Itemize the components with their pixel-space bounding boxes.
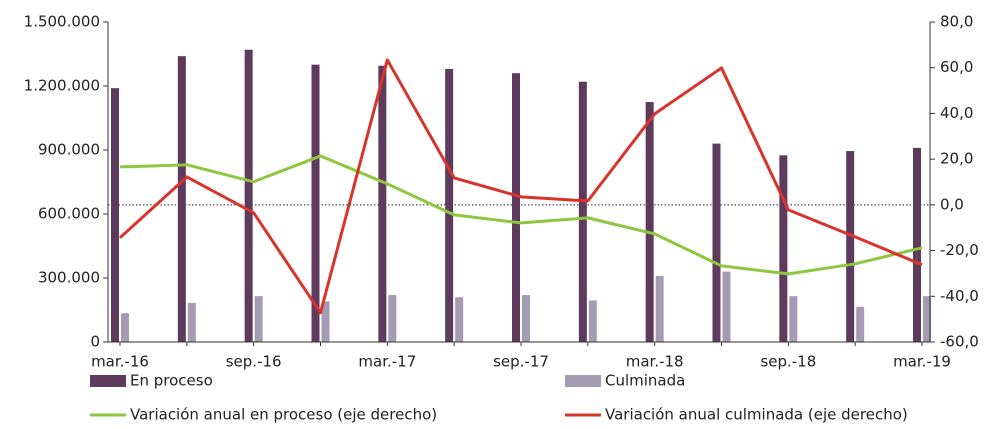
- line: [119, 154, 923, 276]
- bar: [923, 296, 931, 342]
- y2-tick-label: -60,0: [940, 333, 979, 351]
- bar: [645, 102, 654, 342]
- bar: [913, 147, 921, 342]
- y-tick-label: 0: [90, 333, 100, 351]
- legend-label: Variación anual en proceso (eje derecho): [130, 406, 437, 424]
- x-tick-label: sep.-17: [493, 353, 549, 371]
- y-tick-label: 300.000: [38, 269, 100, 287]
- bar: [655, 275, 664, 342]
- bar: [588, 300, 597, 342]
- bar: [722, 271, 731, 342]
- bar: [789, 296, 798, 342]
- x-tick-label: sep.-16: [226, 353, 282, 371]
- bar: [244, 49, 253, 342]
- x-tick-label: mar.-18: [626, 353, 684, 371]
- y2-tick-label: 20,0: [940, 150, 973, 168]
- bar: [378, 65, 387, 342]
- bar: [388, 295, 397, 342]
- y2-tick-label: -20,0: [940, 241, 979, 259]
- legend-label: Culminada: [605, 372, 685, 390]
- bar: [455, 297, 464, 342]
- bar: [311, 64, 320, 343]
- bar: [121, 313, 129, 342]
- bar: [512, 73, 520, 342]
- bar: [445, 68, 454, 342]
- bar: [321, 301, 330, 342]
- x-tick-label: sep.-18: [760, 353, 816, 371]
- legend-label: En proceso: [130, 372, 213, 390]
- y2-tick-label: 0,0: [940, 195, 964, 213]
- y2-tick-label: -40,0: [940, 287, 979, 305]
- bar: [187, 302, 196, 342]
- bar: [578, 81, 587, 342]
- legend-swatch: [90, 375, 126, 387]
- x-tick-label: mar.-19: [893, 353, 951, 371]
- x-tick-label: mar.-16: [91, 353, 149, 371]
- bar: [712, 143, 721, 342]
- legend-swatch: [565, 375, 601, 387]
- bar: [177, 56, 186, 343]
- bar: [111, 88, 119, 342]
- y-tick-label: 1.500.000: [24, 13, 100, 31]
- y2-tick-label: 60,0: [940, 58, 973, 76]
- bar: [846, 151, 855, 342]
- y-tick-label: 900.000: [38, 141, 100, 159]
- y2-tick-label: 40,0: [940, 104, 973, 122]
- legend-label: Variación anual culminada (eje derecho): [605, 406, 908, 424]
- bar: [254, 296, 263, 342]
- bar: [856, 306, 865, 342]
- line: [118, 58, 923, 315]
- bar: [522, 295, 530, 342]
- y-tick-label: 600.000: [38, 205, 100, 223]
- y2-tick-label: 80,0: [940, 13, 973, 31]
- y-tick-label: 1.200.000: [24, 77, 100, 95]
- bar: [779, 155, 788, 342]
- x-tick-label: mar.-17: [358, 353, 416, 371]
